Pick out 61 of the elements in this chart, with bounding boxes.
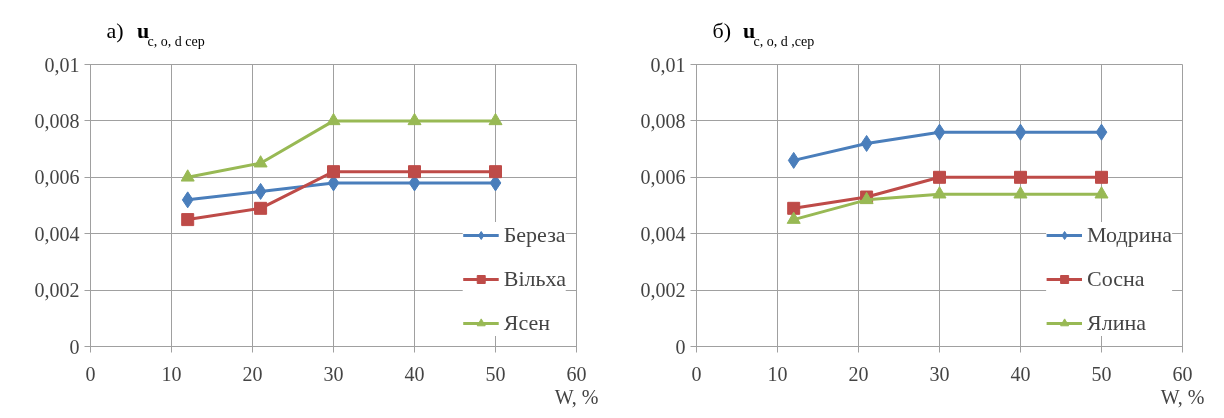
legend-label: Сосна bbox=[1087, 266, 1145, 292]
y-tick-label: 0,008 bbox=[640, 109, 686, 132]
x-axis-title: W, % bbox=[554, 385, 599, 408]
point bbox=[786, 211, 801, 224]
x-tick-label: 40 bbox=[1010, 362, 1031, 385]
point bbox=[1095, 170, 1108, 184]
x-tick-label: 60 bbox=[1172, 362, 1193, 385]
point bbox=[326, 112, 341, 126]
y-tick-label: 0,01 bbox=[44, 53, 80, 76]
x-tick-label: 30 bbox=[929, 362, 950, 385]
point bbox=[933, 123, 946, 141]
x-tick-label: 20 bbox=[848, 362, 869, 385]
x-tick-label: 50 bbox=[1091, 362, 1112, 385]
point bbox=[254, 201, 268, 215]
legend-label: Ялина bbox=[1087, 310, 1147, 336]
legend-label: Береза bbox=[503, 222, 566, 248]
point bbox=[254, 182, 267, 200]
point bbox=[1095, 123, 1108, 141]
y-tick-label: 0,008 bbox=[34, 109, 80, 132]
point bbox=[860, 134, 873, 152]
x-tick-label: 0 bbox=[85, 362, 96, 385]
y-tick-label: 0,002 bbox=[640, 279, 686, 302]
point bbox=[489, 165, 502, 179]
point bbox=[787, 201, 801, 215]
y-tick-label: 0,002 bbox=[34, 279, 80, 302]
chart-title: б) bbox=[712, 17, 732, 43]
x-axis-title: W, % bbox=[1160, 385, 1205, 408]
y-tick-label: 0,006 bbox=[34, 166, 80, 189]
y-tick-label: 0 bbox=[69, 335, 80, 358]
point bbox=[932, 186, 947, 199]
y-tick-label: 0,004 bbox=[34, 222, 80, 245]
point bbox=[933, 170, 946, 184]
point bbox=[787, 151, 800, 169]
x-tick-label: 30 bbox=[323, 362, 344, 385]
point bbox=[408, 165, 421, 179]
x-tick-label: 40 bbox=[404, 362, 425, 385]
x-tick-label: 0 bbox=[691, 362, 702, 385]
chart-title: а) bbox=[106, 17, 124, 43]
point bbox=[1014, 123, 1027, 141]
legend-label: Ясен bbox=[503, 310, 550, 336]
point bbox=[180, 169, 195, 182]
y-tick-label: 0,004 bbox=[640, 222, 686, 245]
y-tick-label: 0,01 bbox=[650, 53, 686, 76]
legend-label: Модрина bbox=[1087, 222, 1172, 248]
x-tick-label: 20 bbox=[242, 362, 263, 385]
x-tick-label: 10 bbox=[767, 362, 788, 385]
point bbox=[181, 213, 195, 227]
point bbox=[1014, 170, 1027, 184]
point bbox=[327, 165, 340, 179]
point bbox=[488, 112, 503, 126]
point bbox=[407, 112, 422, 126]
point bbox=[253, 155, 268, 168]
x-tick-label: 10 bbox=[161, 362, 182, 385]
legend-label: Вільха bbox=[503, 266, 566, 292]
y-tick-label: 0 bbox=[675, 335, 686, 358]
point bbox=[181, 191, 194, 209]
point bbox=[1094, 186, 1109, 199]
x-tick-label: 60 bbox=[566, 362, 587, 385]
y-tick-label: 0,006 bbox=[640, 166, 686, 189]
point bbox=[1013, 186, 1028, 199]
x-tick-label: 50 bbox=[485, 362, 506, 385]
